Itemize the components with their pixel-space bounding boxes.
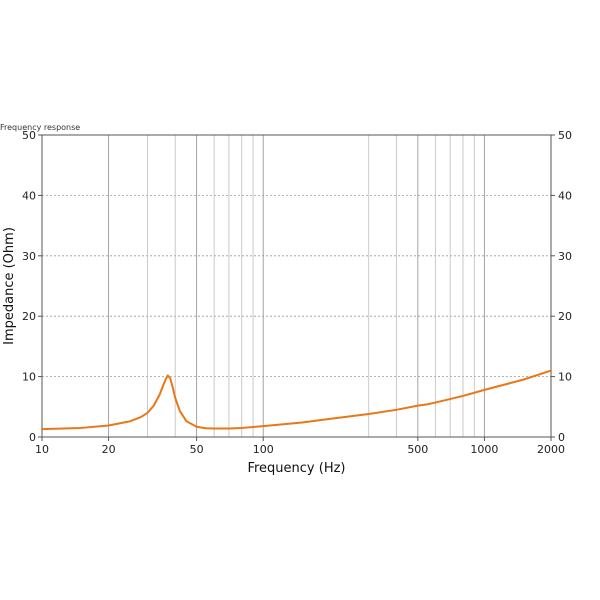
y-tick-label-left: 50 <box>22 129 36 142</box>
y-axis-title: Impedance (Ohm) <box>2 227 17 345</box>
series-layer <box>41 369 552 431</box>
x-tick-label: 100 <box>253 443 274 456</box>
y-tick-label-left: 20 <box>22 310 36 323</box>
x-tick-label: 50 <box>190 443 204 456</box>
y-tick-label-left: 0 <box>29 431 36 444</box>
y-tick-label-right: 40 <box>558 189 572 202</box>
y-tick-label-right: 30 <box>558 250 572 263</box>
impedance-series-line <box>41 369 552 431</box>
y-tick-label-left: 40 <box>22 189 36 202</box>
y-tick-label-right: 10 <box>558 371 572 384</box>
y-tick-label-right: 50 <box>558 129 572 142</box>
x-tick-label: 500 <box>407 443 428 456</box>
x-tick-label: 2000 <box>537 443 565 456</box>
x-axis-title: Frequency (Hz) <box>247 461 345 476</box>
chart-title: Frequency response <box>0 123 80 132</box>
x-tick-label: 20 <box>102 443 116 456</box>
x-tick-label: 1000 <box>470 443 498 456</box>
grid <box>42 135 551 437</box>
y-tick-label-right: 20 <box>558 310 572 323</box>
x-tick-label: 10 <box>35 443 49 456</box>
y-tick-label-left: 10 <box>22 371 36 384</box>
y-tick-label-right: 0 <box>558 431 565 444</box>
y-tick-label-left: 30 <box>22 250 36 263</box>
plot-frame <box>41 134 552 438</box>
